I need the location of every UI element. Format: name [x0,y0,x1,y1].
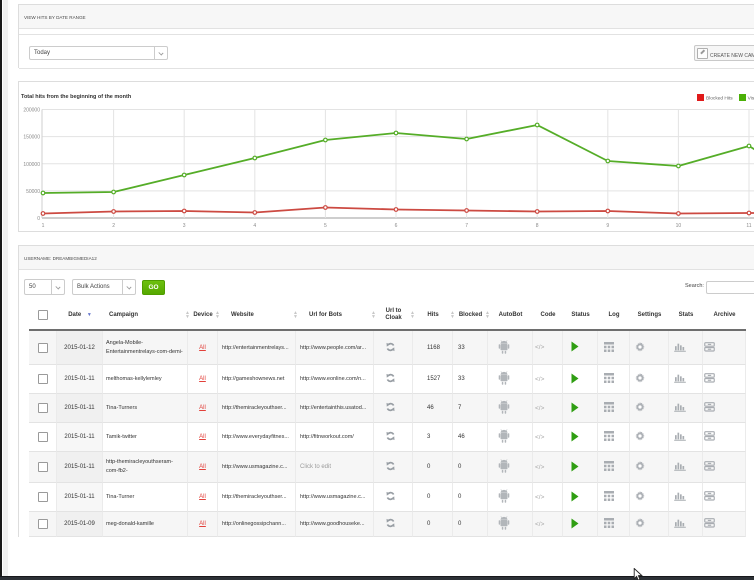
svg-text:50000: 50000 [26,189,40,195]
svg-text:0: 0 [37,216,40,222]
svg-text:9: 9 [606,223,609,229]
svg-text:7: 7 [465,223,468,229]
svg-text:150000: 150000 [23,135,40,141]
svg-text:10: 10 [676,223,682,229]
svg-text:200000: 200000 [23,108,40,114]
svg-text:8: 8 [536,223,539,229]
svg-text:6: 6 [395,223,398,229]
svg-text:2: 2 [112,223,115,229]
svg-text:3: 3 [183,223,186,229]
svg-text:4: 4 [253,223,256,229]
svg-text:11: 11 [746,223,751,229]
svg-text:1: 1 [42,223,45,229]
svg-text:100000: 100000 [23,162,40,168]
svg-text:5: 5 [324,223,327,229]
